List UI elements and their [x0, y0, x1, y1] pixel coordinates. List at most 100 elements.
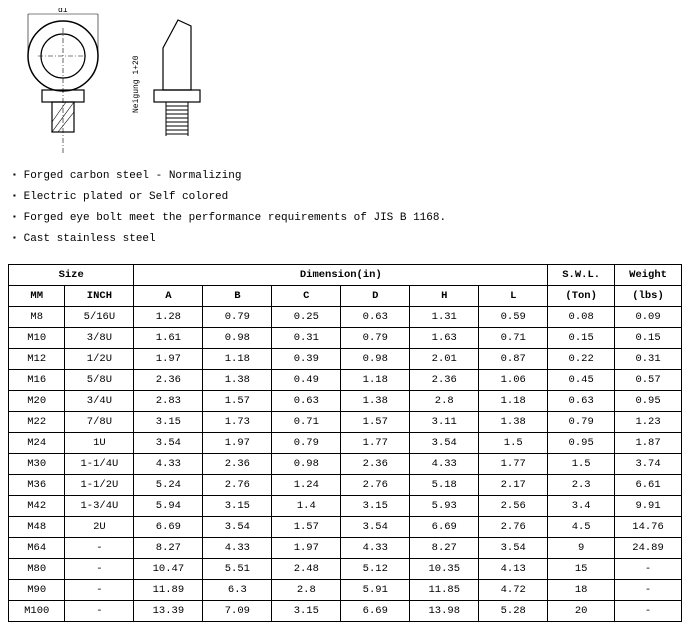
- cell-b: 1.97: [203, 432, 272, 453]
- cell-wt: 1.23: [615, 411, 682, 432]
- cell-a: 1.28: [134, 306, 203, 327]
- cell-a: 1.97: [134, 348, 203, 369]
- cell-a: 8.27: [134, 537, 203, 558]
- col-a: A: [134, 285, 203, 306]
- header-row-1: Size Dimension(in) S.W.L. Weight: [9, 264, 682, 285]
- cell-l: 1.18: [479, 390, 548, 411]
- cell-swl: 1.5: [548, 453, 615, 474]
- cell-b: 0.98: [203, 327, 272, 348]
- cell-swl: 15: [548, 558, 615, 579]
- table-row: M361-1/2U5.242.761.242.765.182.172.36.61: [9, 474, 682, 495]
- cell-wt: 24.89: [615, 537, 682, 558]
- cell-inch: 5/16U: [65, 306, 134, 327]
- cell-inch: -: [65, 558, 134, 579]
- cell-inch: 2U: [65, 516, 134, 537]
- cell-h: 3.11: [410, 411, 479, 432]
- cell-wt: -: [615, 600, 682, 621]
- table-row: M301-1/4U4.332.360.982.364.331.771.53.74: [9, 453, 682, 474]
- cell-l: 1.38: [479, 411, 548, 432]
- cell-inch: 1-1/2U: [65, 474, 134, 495]
- cell-l: 1.06: [479, 369, 548, 390]
- cell-h: 6.69: [410, 516, 479, 537]
- cell-h: 11.85: [410, 579, 479, 600]
- cell-a: 4.33: [134, 453, 203, 474]
- table-row: M227/8U3.151.730.711.573.111.380.791.23: [9, 411, 682, 432]
- col-swl: S.W.L.: [548, 264, 615, 285]
- col-ton: (Ton): [548, 285, 615, 306]
- table-row: M241U3.541.970.791.773.541.50.951.87: [9, 432, 682, 453]
- header-row-2: MM INCH A B C D H L (Ton) (lbs): [9, 285, 682, 306]
- cell-a: 3.54: [134, 432, 203, 453]
- cell-mm: M90: [9, 579, 65, 600]
- col-b: B: [203, 285, 272, 306]
- cell-a: 5.24: [134, 474, 203, 495]
- cell-c: 2.8: [272, 579, 341, 600]
- col-l: L: [479, 285, 548, 306]
- cell-wt: 9.91: [615, 495, 682, 516]
- cell-b: 7.09: [203, 600, 272, 621]
- cell-l: 0.87: [479, 348, 548, 369]
- cell-d: 0.79: [341, 327, 410, 348]
- cell-inch: 5/8U: [65, 369, 134, 390]
- table-row: M421-3/4U5.943.151.43.155.932.563.49.91: [9, 495, 682, 516]
- cell-d: 0.63: [341, 306, 410, 327]
- cell-a: 2.36: [134, 369, 203, 390]
- col-h: H: [410, 285, 479, 306]
- col-lbs: (lbs): [615, 285, 682, 306]
- cell-b: 1.57: [203, 390, 272, 411]
- cell-swl: 0.22: [548, 348, 615, 369]
- cell-mm: M30: [9, 453, 65, 474]
- cell-wt: 0.57: [615, 369, 682, 390]
- cell-mm: M42: [9, 495, 65, 516]
- note-item: Electric plated or Self colored: [12, 187, 682, 208]
- cell-a: 6.69: [134, 516, 203, 537]
- cell-wt: 3.74: [615, 453, 682, 474]
- cell-h: 5.93: [410, 495, 479, 516]
- cell-mm: M80: [9, 558, 65, 579]
- cell-d: 1.38: [341, 390, 410, 411]
- cell-mm: M36: [9, 474, 65, 495]
- cell-b: 0.79: [203, 306, 272, 327]
- table-row: M203/4U2.831.570.631.382.81.180.630.95: [9, 390, 682, 411]
- cell-wt: 0.09: [615, 306, 682, 327]
- cell-d: 5.91: [341, 579, 410, 600]
- cell-b: 3.15: [203, 495, 272, 516]
- cell-l: 4.13: [479, 558, 548, 579]
- cell-swl: 0.95: [548, 432, 615, 453]
- note-item: Forged carbon steel - Normalizing: [12, 166, 682, 187]
- col-mm: MM: [9, 285, 65, 306]
- table-row: M80-10.475.512.485.1210.354.1315-: [9, 558, 682, 579]
- cell-swl: 0.15: [548, 327, 615, 348]
- cell-inch: 1/2U: [65, 348, 134, 369]
- cell-h: 5.18: [410, 474, 479, 495]
- cell-b: 3.54: [203, 516, 272, 537]
- cell-h: 2.36: [410, 369, 479, 390]
- cell-l: 5.28: [479, 600, 548, 621]
- cell-inch: -: [65, 579, 134, 600]
- cell-inch: -: [65, 537, 134, 558]
- table-row: M64-8.274.331.974.338.273.54924.89: [9, 537, 682, 558]
- cell-inch: 1-1/4U: [65, 453, 134, 474]
- col-d: D: [341, 285, 410, 306]
- cell-wt: 0.15: [615, 327, 682, 348]
- cell-c: 1.57: [272, 516, 341, 537]
- cell-mm: M16: [9, 369, 65, 390]
- cell-h: 2.8: [410, 390, 479, 411]
- cell-l: 4.72: [479, 579, 548, 600]
- cell-swl: 20: [548, 600, 615, 621]
- table-row: M165/8U2.361.380.491.182.361.060.450.57: [9, 369, 682, 390]
- cell-mm: M100: [9, 600, 65, 621]
- cell-mm: M22: [9, 411, 65, 432]
- col-c: C: [272, 285, 341, 306]
- cell-mm: M12: [9, 348, 65, 369]
- cell-a: 5.94: [134, 495, 203, 516]
- spec-tbody: M85/16U1.280.790.250.631.310.590.080.09M…: [9, 306, 682, 621]
- cell-c: 0.31: [272, 327, 341, 348]
- cell-swl: 9: [548, 537, 615, 558]
- cell-h: 13.98: [410, 600, 479, 621]
- cell-h: 8.27: [410, 537, 479, 558]
- cell-c: 1.24: [272, 474, 341, 495]
- cell-h: 2.01: [410, 348, 479, 369]
- cell-b: 1.73: [203, 411, 272, 432]
- note-item: Cast stainless steel: [12, 229, 682, 250]
